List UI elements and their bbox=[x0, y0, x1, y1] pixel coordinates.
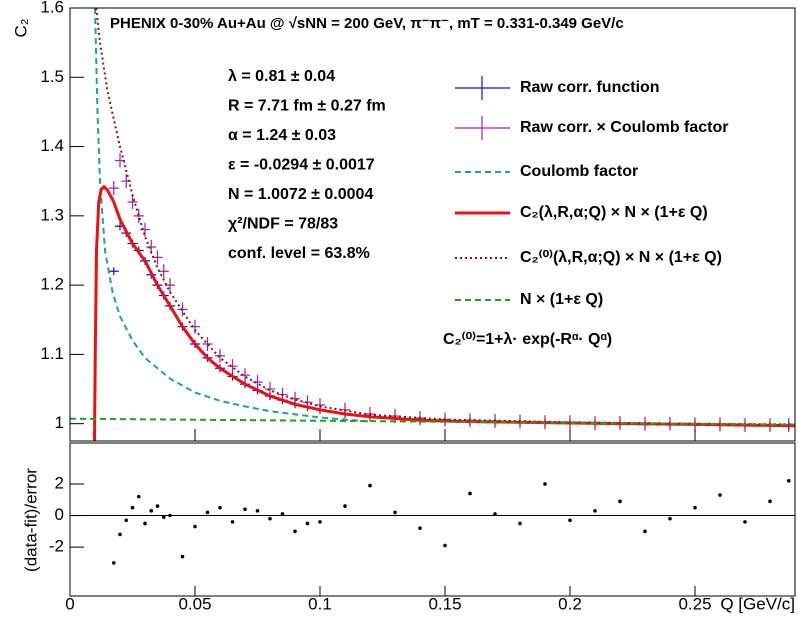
residual-point bbox=[111, 561, 116, 565]
y-axis-label: (data-fit)/error bbox=[21, 468, 40, 572]
y-tick-label: 1.6 bbox=[40, 0, 64, 16]
y-tick-label: -2 bbox=[49, 537, 64, 556]
data-point bbox=[140, 222, 150, 237]
residual-point bbox=[149, 509, 154, 513]
plot-area bbox=[70, 8, 795, 441]
residual-frame bbox=[69, 442, 796, 597]
residual-point bbox=[155, 504, 160, 508]
annotation: R = 7.71 fm ± 0.27 fm bbox=[228, 98, 386, 115]
annotation: ε = -0.0294 ± 0.0017 bbox=[228, 157, 375, 174]
residual-point bbox=[743, 520, 747, 524]
y-tick-label: 2 bbox=[55, 473, 64, 492]
residual-point bbox=[293, 529, 297, 534]
data-point bbox=[215, 348, 225, 363]
residual-point bbox=[693, 505, 697, 510]
residual-point bbox=[305, 521, 310, 526]
legend-label: N × (1+ε Q) bbox=[520, 291, 603, 308]
residual-point bbox=[493, 512, 497, 516]
x-tick-label: 0.15 bbox=[428, 594, 461, 613]
residual-point bbox=[443, 543, 447, 548]
residual-point bbox=[161, 515, 166, 519]
x-tick-label: 0.1 bbox=[308, 594, 332, 613]
residual-point bbox=[468, 491, 472, 496]
residual-point bbox=[118, 532, 122, 537]
data-point bbox=[127, 194, 138, 209]
residual-point bbox=[418, 526, 422, 530]
legend-symbol bbox=[455, 116, 510, 140]
y-tick-label: 0 bbox=[55, 505, 64, 524]
data-point bbox=[265, 382, 275, 397]
residual-point bbox=[130, 505, 135, 510]
residual-point bbox=[518, 521, 522, 526]
residual-point bbox=[218, 505, 222, 510]
data-point bbox=[158, 264, 169, 279]
legend-label: C₂(λ,R,α;Q) × N × (1+ε Q) bbox=[520, 204, 708, 221]
residual-point bbox=[643, 529, 647, 534]
legend-label: Raw corr. × Coulomb factor bbox=[520, 119, 728, 136]
residual-point bbox=[593, 509, 597, 513]
residual-point bbox=[143, 521, 147, 526]
data-point bbox=[108, 181, 119, 196]
residual-point bbox=[168, 513, 172, 518]
annotation: N = 1.0072 ± 0.0004 bbox=[228, 186, 373, 203]
chart-title: PHENIX 0-30% Au+Au @ √sNN = 200 GeV, π⁻π… bbox=[110, 15, 624, 32]
legend-symbol bbox=[455, 76, 510, 100]
residual-point bbox=[243, 507, 247, 512]
data-point bbox=[252, 375, 263, 390]
x-tick-label: 0.2 bbox=[558, 594, 582, 613]
annotation: α = 1.24 ± 0.03 bbox=[228, 127, 336, 144]
data-point bbox=[133, 208, 144, 223]
legend-label: Raw corr. function bbox=[520, 79, 660, 96]
residual-point bbox=[568, 518, 572, 523]
y-tick-label: 1.2 bbox=[40, 275, 64, 294]
legend-label: C₂⁽⁰⁾(λ,R,α;Q) × N × (1+ε Q) bbox=[520, 249, 722, 266]
annotation: λ = 0.81 ± 0.04 bbox=[228, 68, 335, 85]
residual-point bbox=[230, 520, 235, 524]
residual-point bbox=[618, 499, 622, 504]
residual-point bbox=[368, 483, 372, 488]
data-point bbox=[115, 153, 125, 168]
x-axis-label: Q [GeV/c] bbox=[720, 594, 795, 613]
residual-point bbox=[786, 479, 791, 483]
curve bbox=[93, 184, 795, 441]
residual-point bbox=[668, 516, 672, 521]
residual-point bbox=[543, 482, 547, 486]
curve bbox=[70, 417, 795, 426]
residual-point bbox=[136, 494, 141, 499]
y-tick-label: 1 bbox=[55, 413, 64, 432]
annotation: conf. level = 63.8% bbox=[228, 245, 370, 262]
data-point bbox=[202, 337, 213, 352]
residual-point bbox=[180, 554, 185, 559]
y-tick-label: 1.5 bbox=[40, 67, 64, 86]
data-point bbox=[227, 359, 238, 374]
y-tick-label: 1.4 bbox=[40, 136, 64, 155]
residual-point bbox=[318, 520, 322, 524]
main-frame bbox=[69, 7, 796, 442]
formula: C₂⁽⁰⁾=1+λ· exp(-Rᵅ· Qᵅ) bbox=[443, 331, 612, 348]
residual-point bbox=[124, 518, 129, 523]
residual-point bbox=[280, 512, 285, 516]
residual-point bbox=[193, 524, 197, 529]
residual-point bbox=[768, 499, 772, 504]
curve bbox=[95, 8, 795, 426]
residual-point bbox=[343, 504, 347, 508]
y-axis-label: C₂ bbox=[11, 19, 30, 38]
residual-point bbox=[255, 509, 260, 513]
residual-point bbox=[205, 510, 210, 515]
data-point bbox=[165, 278, 175, 293]
legend-label: Coulomb factor bbox=[520, 163, 638, 180]
residual-point bbox=[718, 493, 722, 497]
residual-point bbox=[268, 516, 272, 521]
y-tick-label: 1.3 bbox=[40, 205, 64, 224]
x-tick-label: 0.05 bbox=[178, 594, 211, 613]
y-tick-label: 1.1 bbox=[40, 344, 64, 363]
x-tick-label: 0 bbox=[65, 594, 74, 613]
data-point bbox=[108, 267, 119, 276]
residual-point bbox=[393, 510, 397, 515]
x-tick-label: 0.25 bbox=[678, 594, 711, 613]
annotation: χ²/NDF = 78/83 bbox=[228, 216, 338, 233]
